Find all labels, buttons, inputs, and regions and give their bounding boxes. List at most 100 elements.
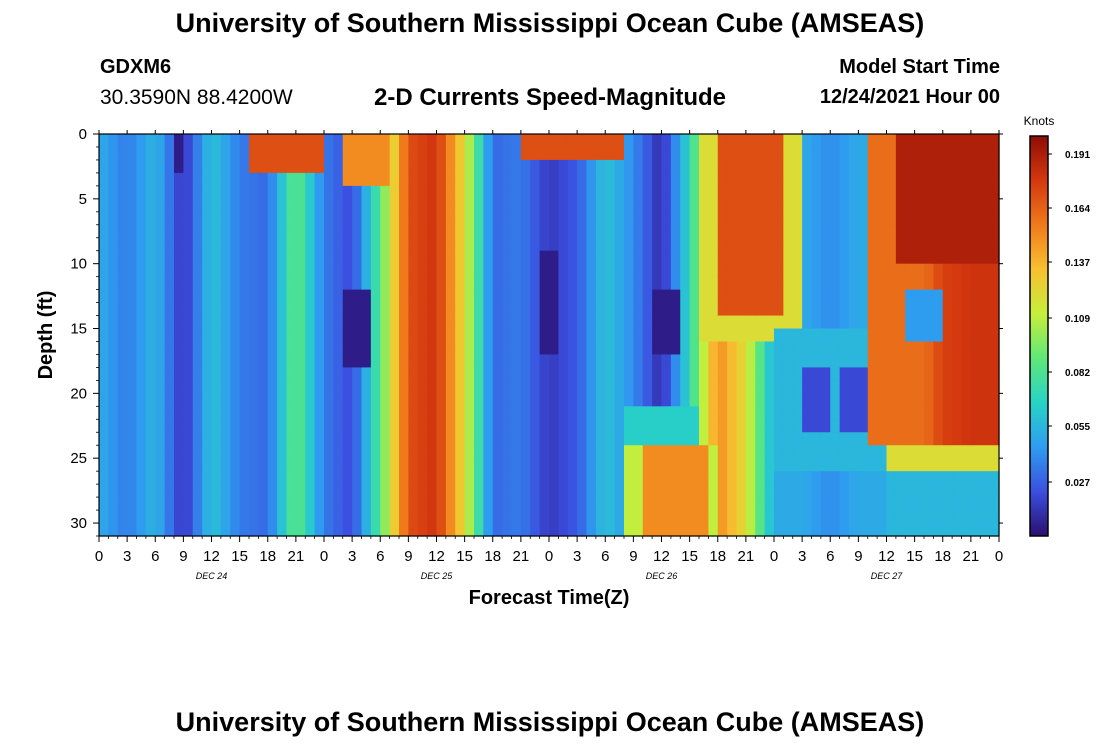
heatmap-cell — [155, 523, 166, 537]
heatmap-cell — [642, 354, 653, 369]
heatmap-cell — [445, 211, 456, 226]
heatmap-cell — [127, 419, 138, 433]
heatmap-cell — [755, 419, 766, 433]
heatmap-cell — [867, 134, 878, 148]
heatmap-cell — [258, 289, 269, 304]
heatmap-cell — [877, 276, 888, 291]
heatmap-cell — [305, 159, 316, 174]
heatmap-cell — [417, 510, 428, 524]
heatmap-cell — [314, 211, 325, 226]
heatmap-cell — [736, 328, 747, 343]
heatmap-cell — [502, 510, 513, 524]
heatmap-cell — [549, 315, 559, 330]
heatmap-cell — [474, 250, 484, 265]
heatmap-cell — [436, 497, 447, 511]
heatmap-cell — [389, 211, 400, 226]
heatmap-cell — [502, 302, 513, 317]
heatmap-cell — [877, 380, 888, 394]
heatmap-cell — [811, 367, 822, 381]
heatmap-cell — [389, 134, 400, 148]
heatmap-cell — [108, 315, 119, 330]
heatmap-cell — [895, 341, 906, 356]
heatmap-cell — [492, 315, 503, 330]
heatmap-cell — [764, 185, 775, 200]
heatmap-cell — [164, 211, 175, 226]
heatmap-cell — [586, 302, 597, 317]
heatmap-cell — [474, 471, 484, 485]
heatmap-cell — [295, 406, 306, 420]
heatmap-cell — [258, 432, 269, 446]
heatmap-cell — [727, 172, 738, 187]
heatmap-cell — [127, 198, 138, 213]
heatmap-cell — [652, 146, 663, 161]
heatmap-cell — [370, 380, 381, 394]
heatmap-cell — [324, 354, 334, 369]
heatmap-cell — [905, 523, 916, 537]
heatmap-cell — [970, 263, 981, 278]
heatmap-cell — [792, 341, 803, 356]
heatmap-cell — [127, 276, 138, 291]
heatmap-cell — [661, 224, 672, 239]
heatmap-cell — [895, 328, 906, 343]
heatmap-cell — [192, 315, 203, 330]
heatmap-cell — [670, 406, 681, 420]
heatmap-cell — [295, 497, 306, 511]
heatmap-cell — [352, 237, 363, 252]
heatmap-cell — [670, 367, 681, 381]
heatmap-cell — [895, 393, 906, 407]
heatmap-cell — [408, 341, 419, 356]
heatmap-cell — [577, 185, 588, 200]
heatmap-cell — [249, 380, 259, 394]
heatmap-cell — [745, 484, 756, 498]
heatmap-cell — [970, 341, 981, 356]
heatmap-cell — [127, 328, 138, 343]
heatmap-cell — [989, 380, 1000, 394]
heatmap-cell — [314, 134, 325, 148]
heatmap-cell — [277, 419, 288, 433]
heatmap-cell — [305, 263, 316, 278]
heatmap-cell — [830, 380, 841, 394]
heatmap-cell — [502, 172, 513, 187]
heatmap-cell — [183, 250, 194, 265]
heatmap-cell — [352, 471, 363, 485]
heatmap-cell — [267, 289, 278, 304]
heatmap-cell — [614, 523, 625, 537]
heatmap-cell — [708, 367, 719, 381]
heatmap-cell — [220, 432, 231, 446]
heatmap-cell — [436, 198, 447, 213]
heatmap-cell — [858, 406, 869, 420]
heatmap-cell — [136, 354, 147, 369]
heatmap-cell — [830, 211, 841, 226]
heatmap-cell — [474, 315, 484, 330]
heatmap-cell — [680, 134, 691, 148]
heatmap-cell — [670, 497, 681, 511]
heatmap-cell — [595, 484, 606, 498]
heatmap-cell — [399, 237, 409, 252]
heatmap-cell — [820, 237, 831, 252]
heatmap-cell — [961, 224, 972, 239]
heatmap-cell — [408, 497, 419, 511]
heatmap-cell — [820, 406, 831, 420]
heatmap-cell — [867, 497, 878, 511]
heatmap-cell — [567, 315, 578, 330]
heatmap-cell — [361, 263, 372, 278]
heatmap-cell — [361, 198, 372, 213]
heatmap-cell — [980, 328, 991, 343]
heatmap-cell — [867, 393, 878, 407]
heatmap-cell — [408, 224, 419, 239]
heatmap-cell — [295, 276, 306, 291]
heatmap-cell — [867, 484, 878, 498]
heatmap-cell — [783, 458, 794, 472]
heatmap-cell — [445, 354, 456, 369]
heatmap-cell — [858, 445, 869, 459]
heatmap-cell — [399, 393, 409, 407]
heatmap-cell — [802, 224, 813, 239]
heatmap-cell — [324, 484, 334, 498]
heatmap-cell — [108, 134, 119, 148]
heatmap-cell — [708, 445, 719, 459]
heatmap-cell — [727, 523, 738, 537]
heatmap-cell — [849, 419, 859, 433]
heatmap-cell — [830, 354, 841, 369]
heatmap-cell — [249, 302, 259, 317]
heatmap-cell — [624, 302, 634, 317]
